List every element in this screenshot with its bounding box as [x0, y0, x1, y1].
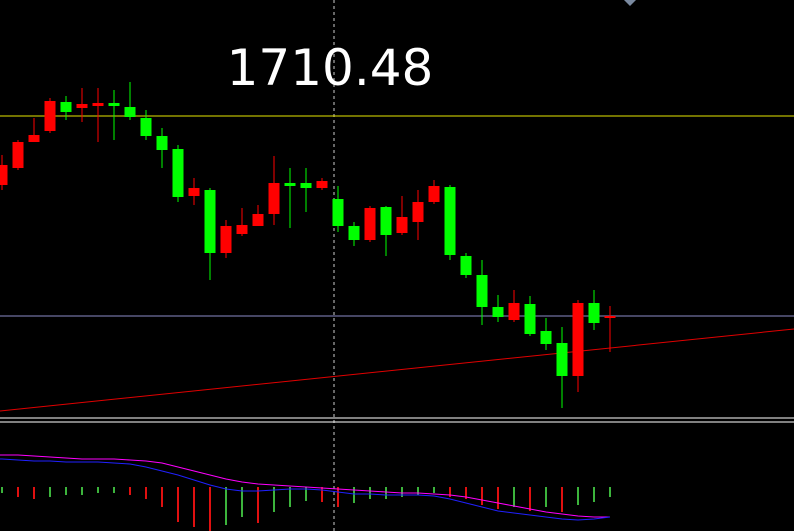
candle-body [348, 226, 360, 240]
candle-body [284, 183, 296, 186]
candle-body [76, 104, 88, 108]
candle-body [204, 190, 216, 253]
candle-body [556, 343, 568, 376]
candle-body [0, 165, 8, 185]
candle-body [396, 217, 408, 233]
marker-icon [624, 0, 636, 6]
candle-body [412, 202, 424, 222]
candle-body [60, 102, 72, 112]
candle-body [460, 256, 472, 275]
indicator-line [0, 458, 611, 521]
candle-body [12, 142, 24, 168]
candle-body [332, 199, 344, 226]
candle-body [444, 187, 456, 255]
candle-body [28, 135, 40, 142]
candle-body [508, 303, 520, 320]
candle-body [220, 226, 232, 253]
candle-body [364, 208, 376, 240]
candle-body [476, 275, 488, 307]
candle-body [188, 188, 200, 196]
candle-body [44, 101, 56, 131]
candle-body [492, 307, 504, 317]
trend-line [0, 328, 794, 412]
candle-body [428, 186, 440, 202]
candle-body [316, 181, 328, 188]
candle-body [380, 207, 392, 235]
candle-body [252, 214, 264, 226]
candle-body [124, 107, 136, 117]
indicator-line [0, 454, 610, 518]
price-label: 1710.48 [227, 39, 434, 97]
candle-body [92, 103, 104, 106]
candle-body [236, 225, 248, 234]
candle-body [268, 183, 280, 214]
candle-body [540, 331, 552, 344]
candle-body [300, 183, 312, 188]
candle-body [172, 149, 184, 197]
candle-body [588, 303, 600, 323]
candle-body [108, 103, 120, 106]
candle-body [524, 304, 536, 334]
candle-body [572, 303, 584, 376]
candle-body [140, 118, 152, 136]
candle-body [604, 316, 616, 318]
candle-body [156, 136, 168, 150]
